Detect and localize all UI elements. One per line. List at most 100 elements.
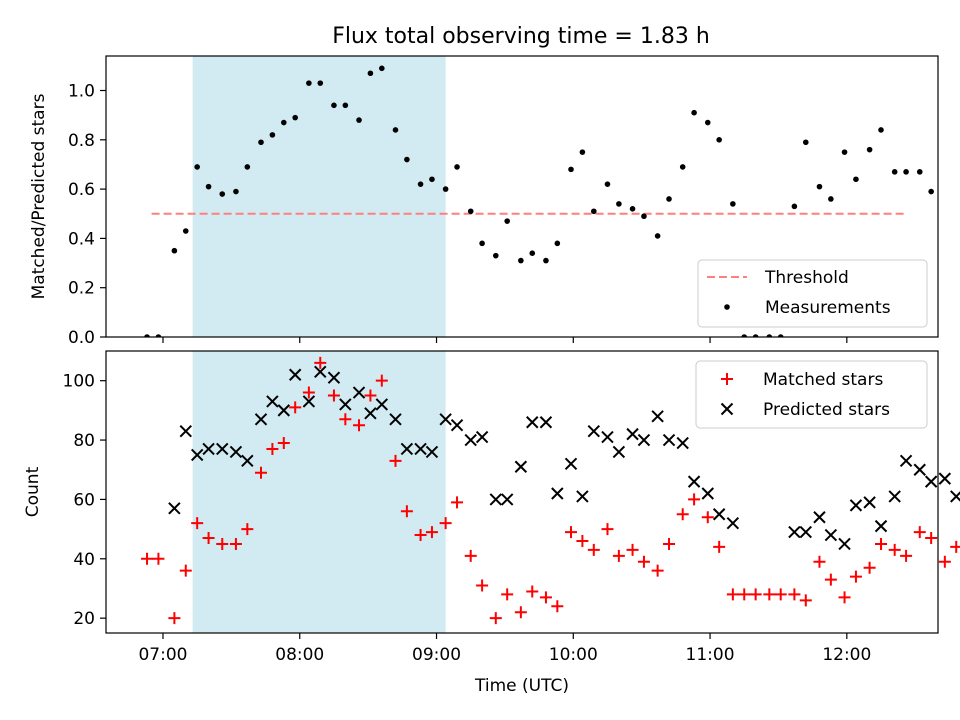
predicted-star-point [539, 416, 553, 429]
predicted-star-point [489, 493, 502, 506]
measurement-point [791, 203, 798, 210]
predicted-star-point [551, 487, 564, 500]
matched-star-point [302, 386, 315, 399]
matched-star-point [229, 537, 242, 550]
predicted-star-point [564, 457, 578, 471]
measurement-point [543, 257, 549, 264]
measurement-point [591, 208, 597, 215]
matched-star-point [799, 594, 812, 607]
measurement-point [233, 188, 239, 195]
matched-star-point [663, 537, 676, 550]
measurement-point [629, 206, 636, 212]
matched-star-point [439, 517, 452, 530]
measurement-point [356, 117, 362, 123]
predicted-star-point [576, 490, 589, 503]
measurement-point [182, 228, 189, 234]
predicted-star-point [288, 368, 302, 381]
predicted-star-point [788, 525, 801, 539]
predicted-star-point [863, 496, 876, 509]
y-tick-label: 0.4 [68, 229, 95, 249]
predicted-star-point [254, 413, 268, 426]
predicted-star-point [202, 442, 215, 456]
x-axis-label: Time (UTC) [474, 676, 569, 696]
measurement-point [417, 181, 424, 187]
predicted-star-point [414, 442, 427, 456]
measurement-point [367, 70, 374, 77]
predicted-star-point [389, 413, 402, 426]
predicted-star-point [241, 454, 254, 468]
predicted-star-point [849, 499, 863, 512]
matched-star-point [576, 534, 589, 547]
legend-box [697, 259, 928, 328]
matched-star-point [353, 419, 366, 432]
matched-star-point [701, 511, 714, 524]
matched-star-point [774, 588, 787, 601]
matched-star-point [813, 555, 826, 568]
matched-star-point [289, 401, 302, 414]
matched-star-point [738, 588, 751, 601]
predicted-stars-series [168, 365, 960, 551]
y-tick-label: 100 [63, 372, 95, 392]
matched-star-point [612, 549, 625, 562]
predicted-star-point [450, 419, 464, 432]
legend-bottom: Matched stars Predicted stars [695, 360, 928, 429]
y-axis-label: Count [23, 466, 43, 517]
predicted-star-point [601, 430, 614, 444]
matched-star-point [565, 526, 578, 539]
x-tick-label: 07:00 [138, 645, 187, 665]
predicted-star-point [425, 445, 439, 459]
y-tick-label: 0.0 [68, 328, 95, 348]
matched-star-point [688, 493, 701, 506]
matched-star-point [626, 543, 639, 556]
matched-star-point [925, 532, 938, 545]
matched-star-point [838, 591, 851, 604]
measurement-point [853, 176, 859, 183]
matched-star-point [339, 413, 352, 426]
y-tick-label: 40 [73, 550, 95, 570]
predicted-star-point [913, 463, 926, 476]
predicted-star-point [327, 371, 341, 384]
measurement-point [529, 250, 536, 256]
predicted-star-point [475, 430, 489, 444]
measurement-point [579, 149, 586, 155]
measurement-point [641, 213, 647, 220]
measurement-point [429, 176, 435, 183]
measurement-point [704, 119, 711, 126]
measurement-point [258, 139, 264, 146]
matched-star-point [400, 505, 413, 518]
matched-star-point [875, 537, 888, 550]
predicted-star-point [662, 433, 676, 447]
matched-star-point [863, 561, 876, 574]
predicted-star-point [938, 472, 952, 485]
matched-star-point [900, 549, 913, 562]
measurement-point [518, 257, 524, 264]
matched-star-point [266, 442, 279, 455]
matched-stars-series [141, 356, 960, 625]
measurement-point [928, 188, 934, 195]
matched-star-point [179, 564, 192, 577]
measurement-point [292, 114, 298, 121]
measurement-point [554, 240, 561, 247]
measurement-point [342, 102, 349, 109]
measurement-point [866, 146, 873, 153]
matched-star-point [277, 437, 290, 450]
matched-star-point [587, 543, 600, 556]
measurement-point [878, 127, 884, 133]
measurement-point [306, 80, 312, 86]
x-tick-label: 12:00 [822, 645, 871, 665]
measurement-point [392, 127, 399, 133]
matched-star-point [202, 532, 215, 545]
matched-star-point [327, 389, 340, 402]
predicted-star-point [526, 416, 539, 429]
measurements-series [144, 65, 934, 337]
y-axis-label: Matched/Predicted stars [29, 93, 49, 299]
predicted-star-point [813, 511, 826, 524]
predicted-star-point [687, 475, 701, 488]
matched-star-point [938, 555, 951, 568]
bottom-panel: 20 40 60 80 100 Count 07:00 08:00 09:00 10:00 11:0… [23, 350, 960, 696]
matched-star-point [763, 588, 776, 601]
predicted-star-point [179, 424, 192, 438]
predicted-star-point [439, 413, 452, 426]
top-panel: 0.0 0.2 0.4 0.6 0.8 1.0 Matched/Predicted star… [29, 55, 939, 348]
predicted-star-point [874, 519, 888, 533]
